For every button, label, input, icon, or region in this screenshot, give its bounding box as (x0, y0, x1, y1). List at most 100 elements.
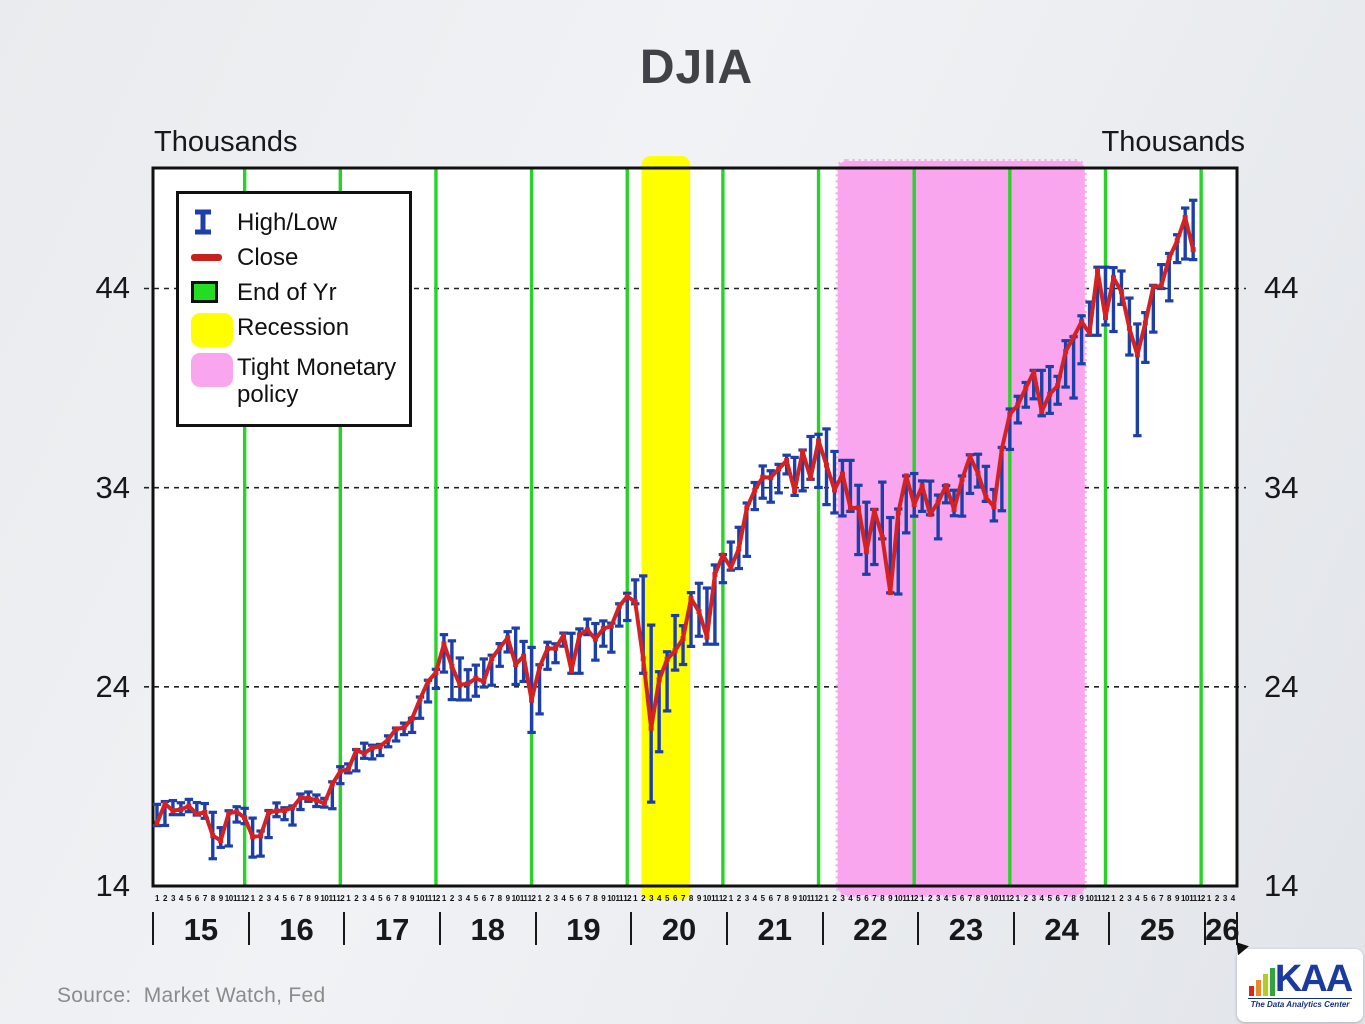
close-marker (640, 656, 646, 662)
month-label: 4 (274, 894, 279, 903)
close-line (154, 215, 1196, 844)
month-label: 10 (1085, 894, 1094, 903)
month-label: 6 (290, 894, 295, 903)
month-label: 10 (702, 894, 711, 903)
close-marker (186, 803, 192, 809)
month-label: 10 (989, 894, 998, 903)
month-label: 1 (155, 894, 159, 903)
close-marker (584, 627, 590, 633)
month-label: 5 (186, 894, 191, 903)
legend-item-recession: Recession (191, 312, 399, 347)
bar-chart-icon (1248, 968, 1275, 997)
close-marker (560, 632, 566, 638)
close-marker (417, 696, 423, 702)
close-marker (194, 811, 200, 817)
close-line-icon (191, 243, 237, 261)
month-label: 4 (465, 894, 470, 903)
month-label: 5 (378, 894, 383, 903)
month-label: 11 (1093, 894, 1102, 903)
close-marker (297, 795, 303, 801)
year-label-21: 21 (757, 912, 792, 947)
month-label: 3 (1222, 894, 1227, 903)
month-label: 8 (210, 894, 215, 903)
month-label: 7 (489, 894, 494, 903)
close-marker (1166, 255, 1172, 261)
close-marker (1031, 369, 1037, 375)
close-marker (879, 534, 885, 540)
year-tick (821, 912, 824, 945)
close-marker (481, 678, 487, 684)
month-label: 12 (1101, 894, 1110, 903)
month-label: 9 (983, 894, 988, 903)
month-label: 6 (672, 894, 677, 903)
month-label: 10 (798, 894, 807, 903)
month-label: 7 (967, 894, 972, 903)
close-marker (178, 807, 184, 813)
close-marker (664, 656, 670, 662)
close-marker (800, 448, 806, 454)
month-label: 11 (424, 894, 432, 903)
close-marker (847, 505, 853, 511)
close-marker (162, 801, 168, 807)
close-marker (1015, 402, 1021, 408)
close-marker (1126, 325, 1132, 331)
month-label: 5 (569, 894, 574, 903)
close-marker (983, 494, 989, 500)
month-label: 3 (362, 894, 367, 903)
month-label: 3 (935, 894, 940, 903)
tight-policy-swatch (191, 352, 237, 387)
year-label-15: 15 (183, 912, 219, 947)
close-marker (712, 572, 718, 578)
month-label: 12 (336, 894, 345, 903)
month-label: 7 (394, 894, 399, 903)
month-label: 9 (410, 894, 414, 903)
close-marker (553, 645, 559, 651)
close-marker (792, 488, 798, 494)
close-marker (1134, 352, 1140, 358)
close-marker (688, 596, 694, 602)
close-marker (329, 781, 335, 787)
month-label: 2 (1119, 894, 1124, 903)
close-marker (497, 645, 503, 651)
close-marker (305, 795, 311, 801)
year-tick (1012, 912, 1015, 945)
year-tick (1108, 912, 1111, 945)
close-marker (234, 809, 240, 815)
month-label: 3 (840, 894, 845, 903)
month-label: 6 (481, 894, 486, 903)
year-label-23: 23 (948, 912, 984, 947)
legend-label: End of Yr (237, 278, 337, 306)
month-label: 6 (768, 894, 773, 903)
month-label: 1 (824, 894, 829, 903)
page-title: DJIA (639, 41, 754, 94)
month-label: 2 (927, 894, 932, 903)
month-label: 12 (1196, 894, 1205, 903)
month-label: 9 (888, 894, 893, 903)
month-label: 3 (553, 894, 558, 903)
month-label: 8 (1071, 894, 1076, 903)
month-label: 8 (402, 894, 406, 903)
year-label-17: 17 (374, 912, 410, 947)
y-tick-label-left-24: 24 (95, 668, 130, 704)
month-label: 2 (258, 894, 263, 903)
source-note: Source: Market Watch, Fed (57, 984, 326, 1007)
month-label: 8 (593, 894, 598, 903)
legend-label: Tight Monetary policy (237, 353, 397, 408)
month-label: 7 (1159, 894, 1164, 903)
month-label: 5 (951, 894, 956, 903)
month-label: 7 (585, 894, 590, 903)
month-label: 3 (1127, 894, 1132, 903)
close-marker (242, 815, 248, 821)
month-label: 2 (641, 894, 646, 903)
close-marker (250, 834, 256, 840)
close-marker (991, 504, 997, 510)
legend-label: High/Low (237, 209, 338, 236)
month-label: 7 (298, 894, 303, 903)
close-marker (1095, 267, 1101, 273)
close-marker (1079, 319, 1085, 325)
close-marker (951, 506, 957, 512)
year-label-22: 22 (853, 912, 888, 947)
month-label: 11 (806, 894, 815, 903)
month-label: 7 (872, 894, 877, 903)
